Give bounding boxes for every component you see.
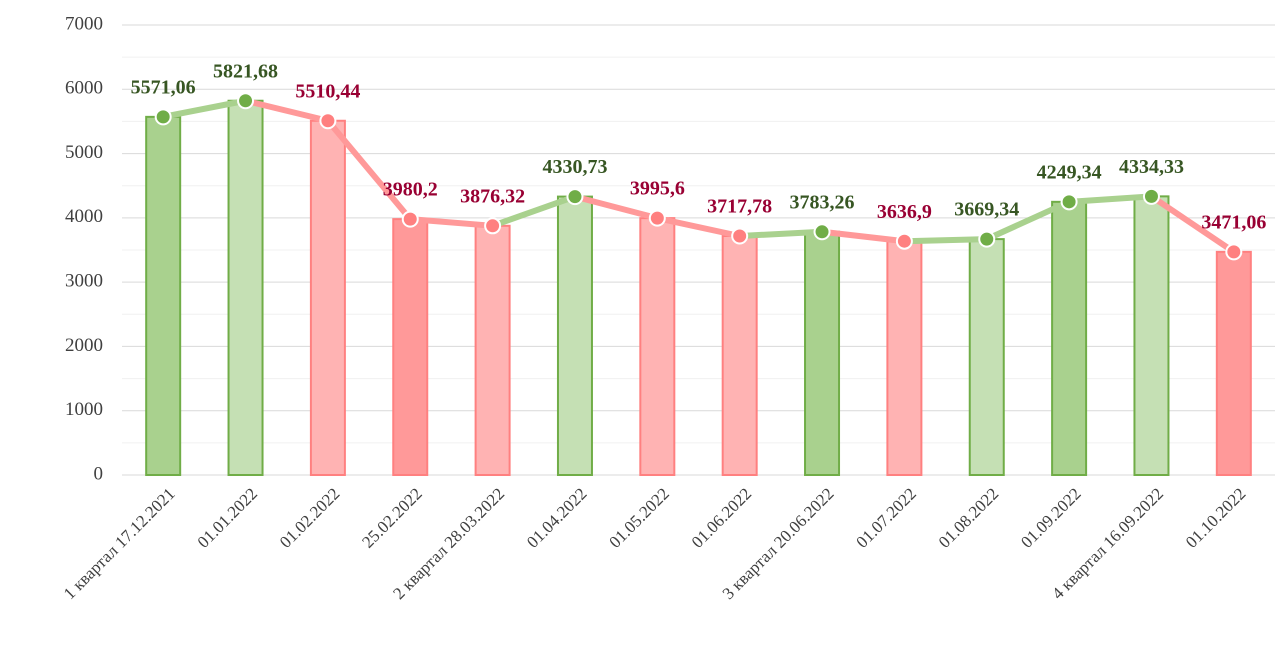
line-segment <box>736 228 826 239</box>
line-segment <box>1066 193 1155 205</box>
bar <box>804 230 841 476</box>
y-tick-label: 1000 <box>65 399 103 420</box>
data-label: 3980,2 <box>383 179 438 201</box>
bar <box>145 115 182 476</box>
marker <box>484 217 502 235</box>
x-tick-label: 01.07.2022 <box>852 484 920 552</box>
bar <box>392 218 429 476</box>
line-segment <box>242 97 331 124</box>
marker <box>1060 193 1078 211</box>
data-label: 3995,6 <box>630 178 685 200</box>
line-segment <box>983 198 1073 243</box>
line-segment <box>407 216 496 229</box>
bar <box>556 195 593 477</box>
marker <box>648 209 666 227</box>
data-label: 5821,68 <box>213 60 278 82</box>
x-tick-label: 01.01.2022 <box>194 484 262 552</box>
y-tick-label: 4000 <box>65 206 103 227</box>
x-tick-label: 25.02.2022 <box>358 484 426 552</box>
line-segment <box>819 228 908 245</box>
bar <box>1051 200 1088 476</box>
line-segment <box>160 97 249 120</box>
y-tick-label: 5000 <box>65 142 103 163</box>
data-label: 3717,78 <box>707 196 772 218</box>
marker <box>731 227 749 245</box>
marker <box>1142 187 1160 205</box>
bar <box>1215 250 1252 476</box>
data-label: 3669,34 <box>954 199 1019 221</box>
data-label: 3636,9 <box>877 201 932 223</box>
x-tick-label: 1 квартал 17.12.2021 <box>60 484 179 603</box>
y-tick-label: 3000 <box>65 271 103 292</box>
marker <box>1225 243 1243 261</box>
marker <box>566 188 584 206</box>
data-label: 4334,33 <box>1119 156 1184 178</box>
bar <box>968 238 1005 476</box>
x-tick-label: 01.05.2022 <box>605 484 673 552</box>
data-label: 3471,06 <box>1201 211 1266 233</box>
x-tick-label: 01.02.2022 <box>276 484 344 552</box>
y-tick-label: 7000 <box>65 13 103 34</box>
x-tick-label: 01.09.2022 <box>1017 484 1085 552</box>
bar <box>1133 195 1170 476</box>
marker <box>895 232 913 250</box>
bar <box>309 119 346 477</box>
x-tick-label: 01.10.2022 <box>1182 484 1250 552</box>
data-label: 3783,26 <box>790 191 855 213</box>
marker <box>813 223 831 241</box>
line-segment <box>324 117 414 223</box>
bar <box>639 217 676 476</box>
line-segment <box>571 193 661 222</box>
bar <box>474 224 511 476</box>
line-segment <box>654 215 743 239</box>
line-segment <box>1148 193 1237 255</box>
line-segment <box>489 193 578 229</box>
bar <box>721 234 758 476</box>
marker <box>237 92 255 110</box>
data-label: 5510,44 <box>295 80 360 102</box>
marker <box>319 112 337 130</box>
y-tick-label: 6000 <box>65 78 103 99</box>
bar <box>886 240 923 476</box>
marker <box>401 210 419 228</box>
marker <box>978 230 996 248</box>
line-segment <box>901 236 990 245</box>
y-tick-label: 2000 <box>65 335 103 356</box>
x-tick-label: 01.06.2022 <box>688 484 756 552</box>
data-label: 5571,06 <box>131 76 196 98</box>
data-label: 4330,73 <box>542 156 607 178</box>
x-tick-label: 01.04.2022 <box>523 484 591 552</box>
data-label: 4249,34 <box>1037 161 1102 183</box>
marker <box>154 108 172 126</box>
y-tick-label: 0 <box>94 463 104 484</box>
x-tick-label: 01.08.2022 <box>935 484 1003 552</box>
bar <box>227 99 264 476</box>
data-label: 3876,32 <box>460 185 525 207</box>
